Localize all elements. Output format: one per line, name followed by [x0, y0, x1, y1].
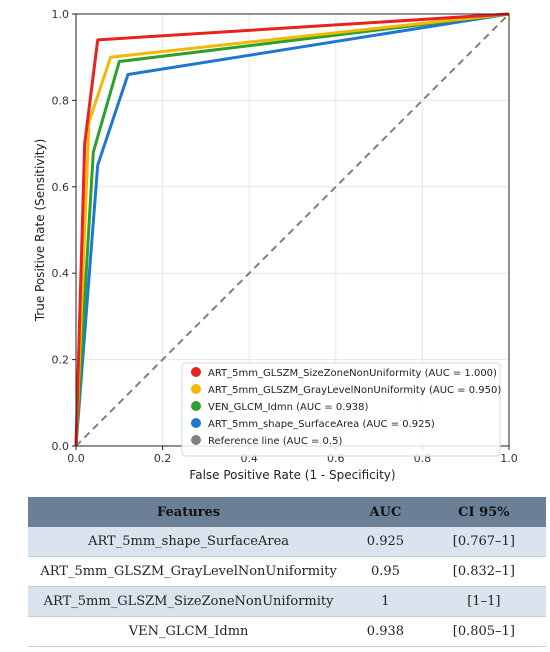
legend-entry: ART_5mm_shape_SurfaceArea (AUC = 0.925) [208, 419, 435, 430]
cell-feature: ART_5mm_GLSZM_SizeZoneNonUniformity [43, 594, 334, 609]
y-tick-label: 0.2 [52, 354, 70, 367]
series-lines [74, 12, 510, 447]
reference-line [75, 13, 510, 447]
x-tick-label: 0.0 [67, 452, 85, 465]
legend-marker [191, 435, 201, 445]
cell-ci: [0.767–1] [452, 534, 515, 549]
y-axis-label: True Positive Rate (Sensitivity) [33, 139, 47, 323]
legend-entry: ART_5mm_GLSZM_SizeZoneNonUniformity (AUC… [208, 368, 497, 379]
legend-entry: VEN_GLCM_Idmn (AUC = 0.938) [208, 402, 369, 413]
roc-chart: 0.0 0.2 0.4 0.6 0.8 1.0 0.0 0.2 0.4 0.6 0.8 1.0 Fal… [33, 8, 518, 482]
roc-curve [74, 12, 510, 447]
cell-auc: 0.938 [366, 624, 405, 639]
cell-feature: ART_5mm_shape_SurfaceArea [88, 534, 290, 549]
legend-entry: Reference line (AUC = 0.5) [208, 436, 342, 447]
cell-ci: [0.805–1] [452, 624, 515, 639]
cell-ci: [0.832–1] [452, 564, 515, 579]
header-features: Features [157, 504, 221, 520]
y-tick-label: 1.0 [52, 8, 70, 21]
table-row: VEN_GLCM_Idmn 0.938 [0.805–1] [28, 616, 546, 647]
auc-table-container: Features AUC CI 95% ART_5mm_shape_Surfac… [28, 497, 546, 647]
y-tick-label: 0.8 [52, 94, 70, 107]
cell-feature: ART_5mm_GLSZM_GrayLevelNonUniformity [40, 564, 337, 579]
legend-marker [191, 418, 201, 428]
roc-chart-svg: 0.0 0.2 0.4 0.6 0.8 1.00.00.20.40.60.81.0 Fal… [33, 8, 518, 482]
cell-feature: VEN_GLCM_Idmn [128, 624, 249, 639]
x-tick-label: 0.2 [154, 452, 172, 465]
cell-auc: 0.95 [370, 564, 400, 579]
roc-curve [74, 12, 510, 447]
cell-auc: 1 [381, 594, 390, 609]
legend-box [181, 362, 501, 457]
roc-curve [74, 12, 510, 447]
cell-ci: [1–1] [467, 594, 501, 609]
table-header-row: Features AUC CI 95% [28, 497, 546, 527]
x-tick-label: 1.0 [500, 452, 518, 465]
cell-auc: 0.925 [366, 534, 405, 549]
legend-marker [191, 384, 201, 394]
auc-table: Features AUC CI 95% ART_5mm_shape_Surfac… [28, 497, 546, 647]
table-row: ART_5mm_GLSZM_GrayLevelNonUniformity 0.9… [28, 556, 546, 587]
y-tick-label: 0.4 [52, 267, 70, 280]
y-tick-label: 0.0 [52, 440, 70, 453]
table-row: ART_5mm_shape_SurfaceArea 0.925 [0.767–1… [28, 527, 546, 557]
x-axis-label: False Positive Rate (1 - Specificity) [189, 468, 395, 482]
y-tick-label: 0.6 [52, 181, 70, 194]
legend: ART_5mm_GLSZM_SizeZoneNonUniformity (AUC… [181, 362, 501, 457]
legend-marker [191, 367, 201, 377]
roc-curve [74, 12, 510, 447]
table-row: ART_5mm_GLSZM_SizeZoneNonUniformity 1 [1… [28, 586, 546, 617]
header-ci: CI 95% [458, 504, 510, 520]
legend-entry: ART_5mm_GLSZM_GrayLevelNonUniformity (AU… [208, 385, 501, 396]
legend-marker [191, 401, 201, 411]
header-auc: AUC [369, 504, 402, 520]
